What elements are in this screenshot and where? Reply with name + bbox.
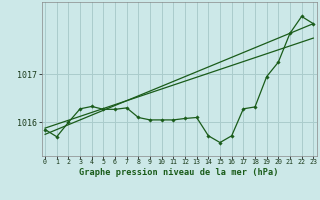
X-axis label: Graphe pression niveau de la mer (hPa): Graphe pression niveau de la mer (hPa) [79, 168, 279, 177]
